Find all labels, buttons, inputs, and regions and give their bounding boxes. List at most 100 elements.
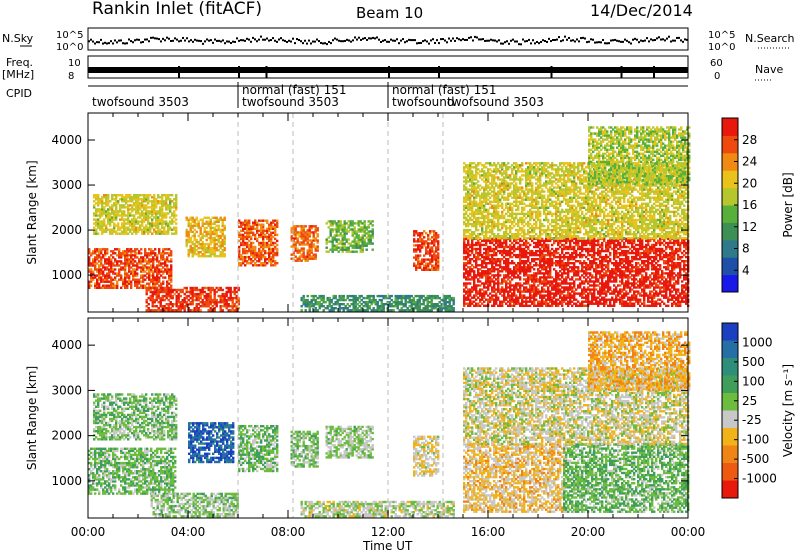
echo-cell <box>96 262 99 265</box>
nsky-point <box>558 36 560 39</box>
echo-cell <box>150 266 153 269</box>
echo-cell <box>119 214 122 217</box>
echo-cell <box>357 234 360 237</box>
echo-cell <box>111 218 114 221</box>
echo-cell <box>94 252 97 255</box>
nsky-point <box>90 38 92 41</box>
nsky-point <box>278 38 280 41</box>
echo-cell <box>168 254 171 257</box>
nsky-point <box>132 41 134 44</box>
echo-cell <box>126 272 129 275</box>
echo-cell <box>101 226 104 229</box>
nsky-point <box>210 39 212 42</box>
echo-cell <box>217 224 220 228</box>
echo-cell <box>175 226 178 229</box>
echo-cell <box>101 222 104 225</box>
nsky-point <box>294 42 296 45</box>
nsky-point <box>262 38 264 41</box>
echo-cell <box>107 208 110 211</box>
nsky-point <box>508 42 510 45</box>
echo-cell <box>513 304 516 307</box>
nsky-point <box>422 40 424 43</box>
nsky-point <box>322 42 324 45</box>
echo-cell <box>134 278 137 281</box>
nsky-point <box>658 36 660 39</box>
echo-cell <box>124 270 127 273</box>
echo-cell <box>109 206 112 209</box>
echo-cell <box>124 272 127 275</box>
echo-cell <box>104 266 107 269</box>
echo-cell <box>118 256 121 259</box>
cpid-label: CPID <box>6 87 32 100</box>
echo-cell <box>124 250 127 253</box>
echo-cell <box>98 274 101 277</box>
echo-cell <box>114 286 117 289</box>
echo-cell <box>262 225 265 228</box>
echo-cell <box>126 260 129 263</box>
nsky-point <box>628 41 630 44</box>
echo-cell <box>90 272 93 275</box>
nsky-point <box>472 39 474 42</box>
echo-cell <box>168 274 171 277</box>
echo-cell <box>551 304 554 307</box>
echo-cell <box>113 228 116 231</box>
echo-cell <box>108 264 111 267</box>
echo-cell <box>107 196 110 199</box>
echo-cell <box>142 274 145 277</box>
nsky-point <box>480 38 482 41</box>
nsky-point <box>378 38 380 41</box>
echo-cell <box>120 276 123 279</box>
nsky-point <box>410 39 412 42</box>
echo-cell <box>166 282 169 285</box>
echo-cell <box>419 254 422 257</box>
echo-cell <box>355 250 358 253</box>
echo-cell <box>101 204 104 207</box>
nsky-point <box>162 37 164 40</box>
nsky-point <box>446 41 448 44</box>
echo-cell <box>113 218 116 221</box>
nsky-point <box>540 40 542 43</box>
echo-cell <box>114 272 117 275</box>
echo-cell <box>93 222 96 225</box>
nsky-point <box>166 36 168 39</box>
echo-cell <box>363 220 366 223</box>
echo-cell <box>151 218 154 221</box>
echo-cell <box>390 294 393 298</box>
echo-cell <box>154 252 157 255</box>
echo-cell <box>144 254 147 257</box>
nsky-point <box>614 38 616 41</box>
echo-cell <box>316 239 319 242</box>
echo-cell <box>132 274 135 277</box>
nsky-point <box>428 42 430 45</box>
echo-cell <box>166 252 169 255</box>
echo-cell <box>132 254 135 257</box>
nsky-point <box>370 37 372 40</box>
freq-gap-mark <box>620 66 623 78</box>
freq-gap-mark <box>238 66 240 78</box>
echo-cell <box>109 220 112 223</box>
echo-cell <box>471 249 474 253</box>
nsky-point <box>616 39 618 42</box>
echo-cell <box>93 218 96 221</box>
nsky-point <box>180 39 182 42</box>
echo-cell <box>199 309 202 312</box>
echo-cell <box>116 254 119 257</box>
echo-cell <box>124 256 127 259</box>
echo-cell <box>134 256 137 259</box>
echo-cell <box>148 284 151 287</box>
echo-cell <box>126 274 129 277</box>
nsky-point <box>386 40 388 43</box>
echo-cell <box>134 252 137 255</box>
nsky-point <box>274 39 276 42</box>
nsky-point <box>264 38 266 41</box>
nsky-point <box>516 40 518 43</box>
echo-cell <box>103 196 106 199</box>
echo-cell <box>160 264 163 267</box>
echo-cell <box>95 224 98 227</box>
echo-cell <box>130 250 133 253</box>
nsky-point <box>398 42 400 45</box>
echo-cell <box>99 224 102 227</box>
echo-cell <box>117 194 120 197</box>
echo-cell <box>104 248 107 251</box>
echo-cell <box>170 250 173 253</box>
